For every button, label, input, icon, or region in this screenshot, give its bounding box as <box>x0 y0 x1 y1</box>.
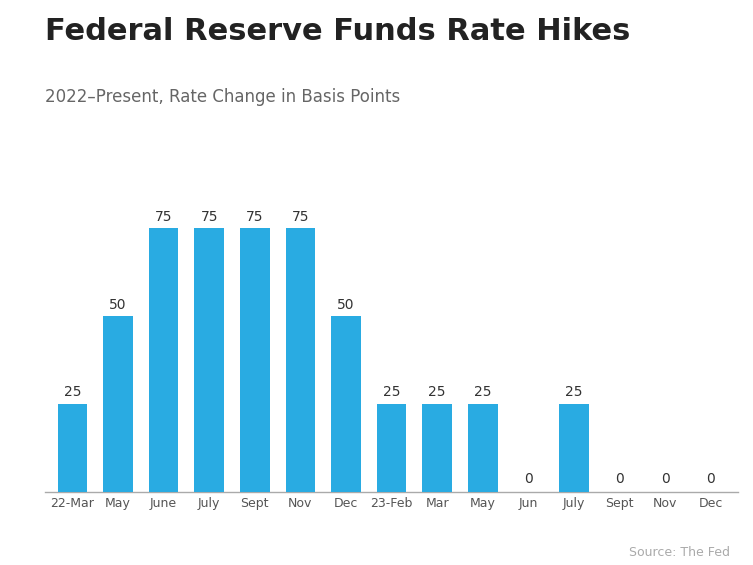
Text: 50: 50 <box>109 298 127 311</box>
Text: 0: 0 <box>660 472 669 486</box>
Bar <box>468 403 498 492</box>
Text: 25: 25 <box>428 385 446 399</box>
Text: 25: 25 <box>383 385 401 399</box>
Bar <box>240 228 270 492</box>
Bar <box>331 316 361 492</box>
Text: 25: 25 <box>474 385 492 399</box>
Bar <box>149 228 178 492</box>
Bar <box>58 403 87 492</box>
Text: 0: 0 <box>615 472 623 486</box>
Text: 2022–Present, Rate Change in Basis Points: 2022–Present, Rate Change in Basis Point… <box>45 88 401 106</box>
Bar <box>285 228 316 492</box>
Text: 75: 75 <box>200 210 218 224</box>
Text: Source: The Fed: Source: The Fed <box>630 546 730 559</box>
Text: 25: 25 <box>64 385 81 399</box>
Text: Federal Reserve Funds Rate Hikes: Federal Reserve Funds Rate Hikes <box>45 17 630 46</box>
Bar <box>422 403 452 492</box>
Text: 50: 50 <box>337 298 355 311</box>
Text: 0: 0 <box>524 472 532 486</box>
Bar <box>194 228 224 492</box>
Bar <box>376 403 407 492</box>
Text: 25: 25 <box>565 385 583 399</box>
Text: 75: 75 <box>155 210 172 224</box>
Bar <box>103 316 133 492</box>
Bar <box>559 403 589 492</box>
Text: 0: 0 <box>706 472 715 486</box>
Text: 75: 75 <box>246 210 264 224</box>
Text: 75: 75 <box>291 210 309 224</box>
